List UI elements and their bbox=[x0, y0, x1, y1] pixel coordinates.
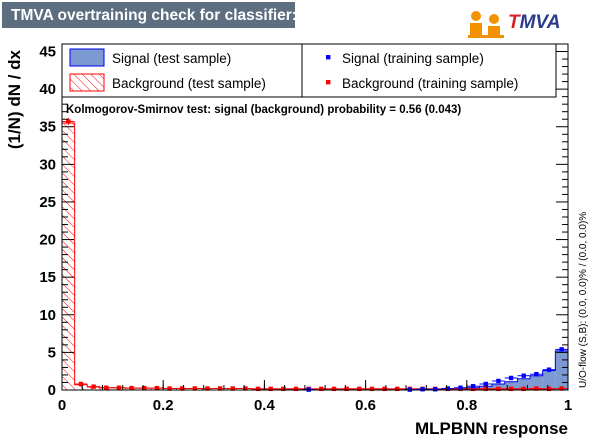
background-training-point bbox=[344, 386, 349, 392]
background-training-point bbox=[192, 386, 198, 391]
signal-training-point bbox=[496, 378, 501, 384]
y-tick-label: 20 bbox=[39, 232, 56, 249]
background-training-point bbox=[483, 386, 488, 392]
y-tick-label: 35 bbox=[39, 119, 56, 136]
background-training-point bbox=[179, 386, 185, 391]
background-training-point bbox=[167, 386, 172, 391]
background-training-point bbox=[293, 386, 299, 392]
signal-training-point bbox=[508, 375, 514, 381]
background-training-point bbox=[142, 385, 147, 391]
background-training-point bbox=[66, 119, 71, 124]
background-training-point bbox=[78, 381, 84, 387]
background-training-point bbox=[243, 386, 248, 391]
background-test-bar bbox=[74, 384, 88, 390]
legend-signal-test-swatch bbox=[69, 48, 105, 67]
background-training-point bbox=[217, 386, 223, 391]
background-training-point bbox=[205, 386, 210, 391]
signal-test-bar bbox=[542, 370, 556, 390]
tmva-logo-text: TMVA bbox=[508, 12, 561, 33]
legend: Signal (test sample) Background (test sam… bbox=[61, 43, 557, 98]
background-training-point bbox=[382, 386, 387, 392]
tmva-logo bbox=[468, 10, 573, 40]
signal-training-point bbox=[483, 381, 488, 387]
overflow-text: U/O-flow (S,B): (0.0, 0.0)% / (0.0, 0.0)… bbox=[578, 212, 589, 388]
background-training-point bbox=[319, 386, 324, 392]
background-test-outline bbox=[61, 122, 569, 390]
background-training-point bbox=[546, 386, 552, 392]
tmva-logo-icon bbox=[468, 11, 504, 38]
signal-training-point bbox=[432, 387, 438, 392]
background-training-point bbox=[369, 386, 375, 392]
x-tick-label: 0.4 bbox=[254, 397, 276, 414]
background-training-point bbox=[508, 386, 514, 392]
signal-test-bar bbox=[530, 375, 543, 390]
signal-training-point bbox=[420, 387, 425, 392]
legend-background-training-marker bbox=[326, 80, 331, 85]
background-training-point bbox=[129, 385, 134, 391]
y-tick-label: 40 bbox=[39, 81, 56, 98]
x-tick-label: 0.2 bbox=[153, 397, 174, 414]
signal-test-bar bbox=[555, 350, 568, 390]
signal-training-point bbox=[559, 347, 564, 352]
x-tick-label: 1 bbox=[564, 397, 572, 414]
background-training-point bbox=[357, 386, 362, 392]
y-tick-label: 10 bbox=[39, 307, 56, 324]
signal-training-point bbox=[534, 372, 539, 377]
background-test-bar bbox=[62, 122, 75, 390]
background-training-point bbox=[395, 386, 400, 392]
legend-background-training-label: Background (training sample) bbox=[342, 76, 518, 91]
background-training-point bbox=[534, 386, 539, 391]
y-tick-label: 0 bbox=[48, 382, 56, 399]
legend-box-training bbox=[301, 43, 557, 98]
signal-training-point bbox=[521, 373, 526, 378]
x-tick-label: 0.6 bbox=[355, 397, 376, 414]
x-axis-label: MLPBNN response bbox=[415, 419, 568, 438]
chart-title: TMVA overtraining check for classifier: … bbox=[11, 7, 368, 24]
y-tick-label: 30 bbox=[39, 156, 56, 173]
legend-background-test-swatch bbox=[69, 73, 105, 92]
background-training-point bbox=[331, 386, 337, 392]
background-training-point bbox=[154, 385, 160, 391]
background-training-point bbox=[268, 386, 273, 392]
signal-test-bar bbox=[504, 381, 518, 390]
signal-training-point bbox=[546, 367, 552, 372]
y-axis-label: (1/N) dN / dx bbox=[5, 49, 24, 149]
signal-training-point bbox=[470, 384, 476, 389]
legend-signal-training-label: Signal (training sample) bbox=[342, 51, 484, 66]
signal-test-bar bbox=[517, 378, 531, 390]
y-tick-label: 45 bbox=[39, 44, 56, 61]
background-training-point bbox=[496, 386, 501, 392]
background-training-point bbox=[230, 386, 235, 391]
background-training-point bbox=[91, 384, 96, 389]
y-tick-label: 5 bbox=[48, 344, 56, 361]
legend-signal-training-marker bbox=[326, 55, 331, 60]
background-training-point bbox=[116, 385, 122, 390]
background-training-point bbox=[281, 386, 286, 392]
x-tick-label: 0.8 bbox=[456, 397, 477, 414]
legend-background-test-label: Background (test sample) bbox=[112, 76, 266, 91]
ks-test-text: Kolmogorov-Smirnov test: signal (backgro… bbox=[66, 104, 461, 116]
title-banner: TMVA overtraining check for classifier: … bbox=[2, 2, 368, 28]
background-training-point bbox=[104, 385, 109, 390]
x-tick-label: 0 bbox=[58, 397, 66, 414]
y-tick-label: 15 bbox=[39, 269, 56, 286]
y-tick-label: 25 bbox=[39, 194, 56, 211]
signal-training-point bbox=[458, 385, 463, 390]
background-training-point bbox=[559, 386, 564, 391]
background-training-point bbox=[521, 386, 526, 392]
signal-training-point bbox=[445, 386, 451, 391]
background-training-point bbox=[255, 386, 261, 392]
legend-signal-test-label: Signal (test sample) bbox=[112, 51, 231, 66]
background-training-point bbox=[470, 386, 476, 392]
